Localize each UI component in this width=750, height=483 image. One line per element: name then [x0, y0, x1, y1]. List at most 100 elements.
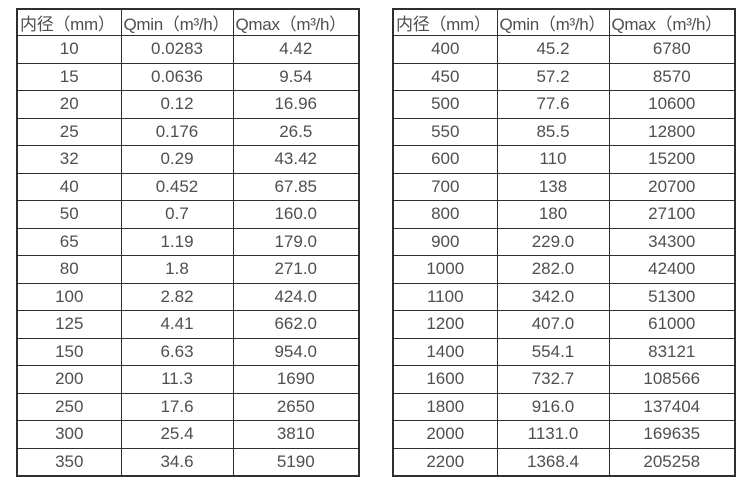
diameter-cell: 10 — [16, 35, 122, 64]
table-row: 100 2.82 424.0 — [16, 282, 360, 311]
diameter-cell: 32 — [16, 145, 122, 174]
qmin-cell: 554.1 — [496, 337, 610, 366]
table-row: 200 11.3 1690 — [16, 365, 360, 394]
flow-spec-table-small-diameters: 内径（mm） Qmin（m³/h） Qmax（m³/h） 10 0.0283 4.42 1… — [16, 8, 360, 477]
column-header-qmin-cell: Qmin（m³/h） — [496, 8, 610, 36]
qmin-cell: 916.0 — [496, 392, 610, 421]
qmax-cell: 271.0 — [232, 255, 360, 284]
table-row: 2000 1131.0 169635 — [392, 420, 736, 449]
qmax-cell: 8570 — [608, 62, 736, 91]
qmin-cell: 110 — [496, 145, 610, 174]
header-row: 内径（mm） Qmin（m³/h） Qmax（m³/h） — [392, 8, 736, 36]
qmax-cell: 15200 — [608, 145, 736, 174]
table-row: 25 0.176 26.5 — [16, 117, 360, 146]
qmax-cell: 9.54 — [232, 62, 360, 91]
diameter-cell: 40 — [16, 172, 122, 201]
qmin-cell: 77.6 — [496, 90, 610, 119]
qmin-cell: 2.82 — [120, 282, 234, 311]
diameter-cell: 200 — [16, 365, 122, 394]
diameter-cell: 1600 — [392, 365, 498, 394]
qmin-cell: 342.0 — [496, 282, 610, 311]
diameter-cell: 65 — [16, 227, 122, 256]
qmin-cell: 229.0 — [496, 227, 610, 256]
diameter-cell: 1200 — [392, 310, 498, 339]
table-row: 80 1.8 271.0 — [16, 255, 360, 284]
diameter-cell: 1000 — [392, 255, 498, 284]
qmin-cell: 0.0636 — [120, 62, 234, 91]
table-row: 150 6.63 954.0 — [16, 337, 360, 366]
qmin-cell: 732.7 — [496, 365, 610, 394]
table-header: 内径（mm） Qmin（m³/h） Qmax（m³/h） — [16, 8, 360, 36]
diameter-cell: 2000 — [392, 420, 498, 449]
qmax-cell: 27100 — [608, 200, 736, 229]
diameter-cell: 20 — [16, 90, 122, 119]
diameter-cell: 300 — [16, 420, 122, 449]
qmax-cell: 137404 — [608, 392, 736, 421]
qmax-cell: 51300 — [608, 282, 736, 311]
diameter-cell: 25 — [16, 117, 122, 146]
qmin-cell: 17.6 — [120, 392, 234, 421]
qmax-cell: 108566 — [608, 365, 736, 394]
diameter-cell: 900 — [392, 227, 498, 256]
diameter-cell: 450 — [392, 62, 498, 91]
qmin-cell: 407.0 — [496, 310, 610, 339]
diameter-cell: 100 — [16, 282, 122, 311]
column-header-diameter-cell: 内径（mm） — [16, 8, 122, 36]
qmin-cell: 6.63 — [120, 337, 234, 366]
qmax-cell: 5190 — [232, 447, 360, 477]
qmax-cell: 20700 — [608, 172, 736, 201]
table-row: 400 45.2 6780 — [392, 35, 736, 64]
diameter-cell: 2200 — [392, 447, 498, 477]
table-body: 10 0.0283 4.42 15 0.0636 9.54 20 0.12 16.96 25 0.1… — [16, 35, 360, 477]
table-header: 内径（mm） Qmin（m³/h） Qmax（m³/h） — [392, 8, 736, 36]
qmax-cell: 169635 — [608, 420, 736, 449]
table-row: 450 57.2 8570 — [392, 62, 736, 91]
table-row: 1000 282.0 42400 — [392, 255, 736, 284]
qmin-cell: 1.8 — [120, 255, 234, 284]
qmax-cell: 662.0 — [232, 310, 360, 339]
column-header-qmax-cell: Qmax（m³/h） — [608, 8, 736, 36]
qmin-cell: 0.452 — [120, 172, 234, 201]
table-row: 1400 554.1 83121 — [392, 337, 736, 366]
qmin-cell: 4.41 — [120, 310, 234, 339]
flow-spec-table-large-diameters: 内径（mm） Qmin（m³/h） Qmax（m³/h） 400 45.2 6780 45… — [392, 8, 736, 477]
diameter-cell: 700 — [392, 172, 498, 201]
diameter-cell: 1800 — [392, 392, 498, 421]
column-header-qmax-cell: Qmax（m³/h） — [232, 8, 360, 36]
qmin-cell: 282.0 — [496, 255, 610, 284]
qmin-cell: 1368.4 — [496, 447, 610, 477]
qmax-cell: 61000 — [608, 310, 736, 339]
table-row: 300 25.4 3810 — [16, 420, 360, 449]
qmin-cell: 0.7 — [120, 200, 234, 229]
qmin-cell: 0.0283 — [120, 35, 234, 64]
qmin-cell: 25.4 — [120, 420, 234, 449]
qmax-cell: 10600 — [608, 90, 736, 119]
table-row: 350 34.6 5190 — [16, 447, 360, 477]
table-row: 550 85.5 12800 — [392, 117, 736, 146]
qmin-cell: 45.2 — [496, 35, 610, 64]
diameter-cell: 800 — [392, 200, 498, 229]
qmax-cell: 424.0 — [232, 282, 360, 311]
table-row: 2200 1368.4 205258 — [392, 447, 736, 477]
qmin-cell: 0.176 — [120, 117, 234, 146]
table-row: 50 0.7 160.0 — [16, 200, 360, 229]
qmin-cell: 57.2 — [496, 62, 610, 91]
qmax-cell: 12800 — [608, 117, 736, 146]
table-row: 900 229.0 34300 — [392, 227, 736, 256]
diameter-cell: 500 — [392, 90, 498, 119]
table-row: 15 0.0636 9.54 — [16, 62, 360, 91]
qmax-cell: 67.85 — [232, 172, 360, 201]
table-row: 20 0.12 16.96 — [16, 90, 360, 119]
qmin-cell: 85.5 — [496, 117, 610, 146]
qmin-cell: 1.19 — [120, 227, 234, 256]
diameter-cell: 1100 — [392, 282, 498, 311]
qmax-cell: 4.42 — [232, 35, 360, 64]
qmax-cell: 83121 — [608, 337, 736, 366]
qmax-cell: 16.96 — [232, 90, 360, 119]
qmin-cell: 1131.0 — [496, 420, 610, 449]
qmin-cell: 180 — [496, 200, 610, 229]
diameter-cell: 400 — [392, 35, 498, 64]
qmax-cell: 42400 — [608, 255, 736, 284]
qmax-cell: 26.5 — [232, 117, 360, 146]
qmax-cell: 160.0 — [232, 200, 360, 229]
